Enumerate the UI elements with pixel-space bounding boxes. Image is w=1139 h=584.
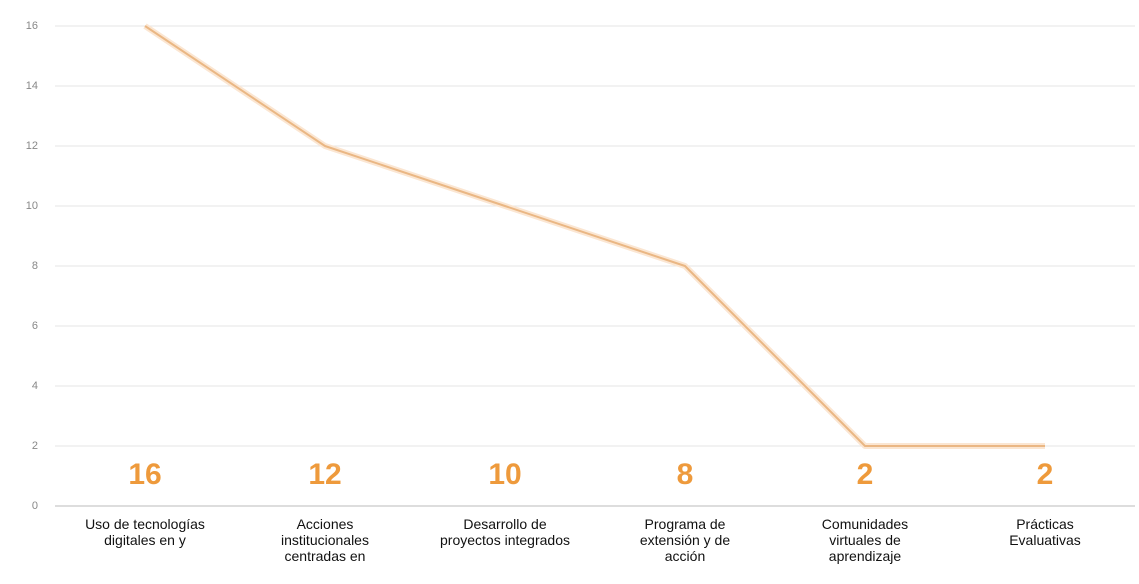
y-tick-label: 6 xyxy=(32,320,38,332)
data-label: 12 xyxy=(308,458,341,491)
data-label: 8 xyxy=(677,458,694,491)
data-label: 16 xyxy=(128,458,161,491)
y-tick-label: 16 xyxy=(26,20,38,32)
data-label: 10 xyxy=(488,458,521,491)
x-tick-label: Programa de extensión y de acción xyxy=(639,516,731,564)
y-tick-label: 14 xyxy=(26,80,38,92)
y-tick-label: 10 xyxy=(26,200,38,212)
x-tick-label: Uso de tecnologías digitales en y xyxy=(85,516,205,548)
data-label: 2 xyxy=(1037,458,1054,491)
y-tick-label: 2 xyxy=(32,440,38,452)
y-tick-label: 0 xyxy=(32,500,38,512)
y-tick-label: 12 xyxy=(26,140,38,152)
x-tick-label: Desarrollo de proyectos integrados xyxy=(440,516,570,548)
x-tick-label: Comunidades virtuales de aprendizaje xyxy=(821,516,909,564)
data-label: 2 xyxy=(857,458,874,491)
line xyxy=(144,25,1045,447)
y-tick-label: 4 xyxy=(32,380,38,392)
y-tick-label: 8 xyxy=(32,260,38,272)
x-tick-label: Acciones institucionales centradas en xyxy=(281,516,369,564)
x-tick-label: Prácticas Evaluativas xyxy=(1009,516,1081,548)
